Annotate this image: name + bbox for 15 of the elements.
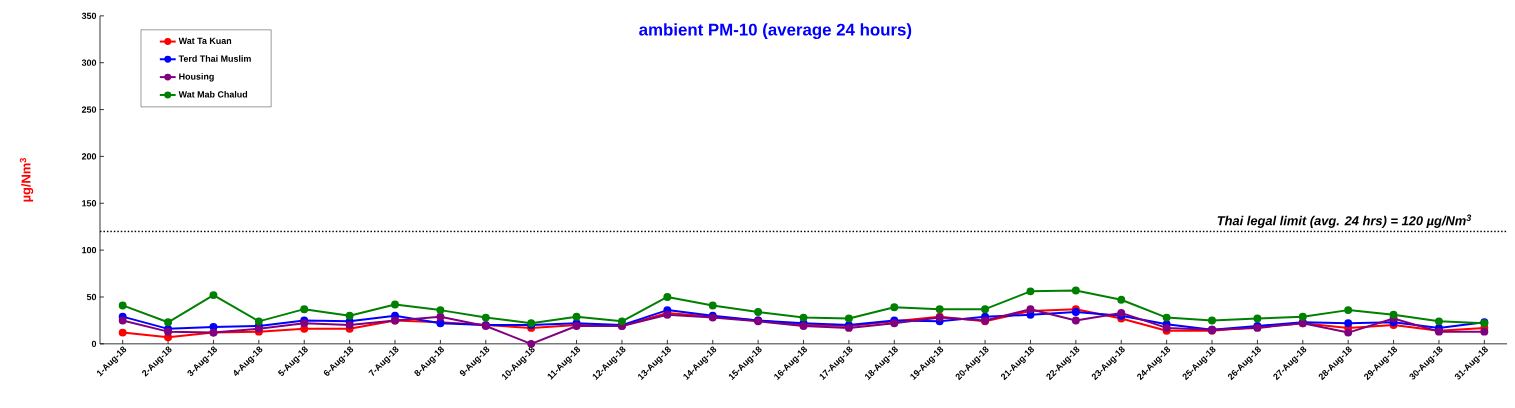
y-tick-label: 250 [81, 106, 97, 113]
y-tick-label: 100 [82, 246, 97, 254]
legend-label: Wat Mab Chalud [178, 90, 248, 98]
legend-label: Housing [179, 73, 214, 82]
y-axis-title: µg/Nm$^{3}$ [19, 157, 34, 202]
y-tick-label: 0 [91, 340, 97, 347]
y-tick-label: 150 [82, 199, 97, 207]
y-tick-label: 50 [86, 293, 97, 301]
y-tick-label: 350 [81, 12, 97, 19]
ref-line-label: Thai legal limit (avg. 24 hrs) = 120 µg/Nm$^{3}$ [1217, 214, 1472, 228]
y-tick-label: 300 [81, 59, 97, 66]
legend-label: Terd Thai Muslim [178, 55, 251, 62]
chart-title: ambient PM-10 (average 24 hours) [639, 23, 912, 39]
y-tick-label: 200 [81, 153, 97, 160]
legend-label: Wat Ta Kuan [178, 37, 232, 44]
